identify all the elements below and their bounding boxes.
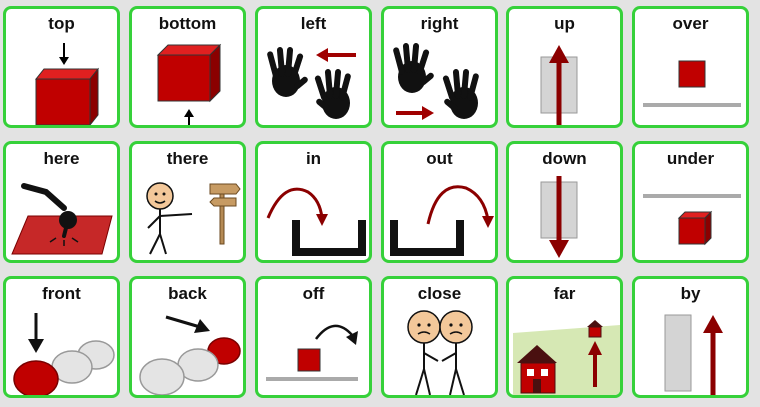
card-label: left [300,14,327,33]
card-down[interactable]: down [506,141,623,263]
hands-arrow-right-icon [393,43,479,120]
card-label: out [426,149,453,168]
square-over-line-icon [643,60,741,107]
card-label: under [666,149,715,168]
card-label: over [672,14,709,33]
cube-arrow-top-icon [34,43,100,125]
arrow-out-of-container-icon [390,185,494,256]
arrow-up-icon [540,45,578,125]
arrow-down-icon [540,176,578,258]
card-label: front [42,284,81,303]
card-back[interactable]: back [129,276,246,398]
card-far[interactable]: far [506,276,623,398]
house-far-icon [513,320,620,395]
card-label: down [542,149,587,168]
card-label: up [554,14,575,33]
square-off-line-icon [266,324,358,381]
card-label: close [417,284,462,303]
card-by[interactable]: by [632,276,749,398]
arrow-by-bar-icon [664,314,723,395]
card-label: there [166,149,209,168]
circles-front-icon [13,313,115,395]
card-bottom[interactable]: bottom [129,6,246,128]
card-left[interactable]: left [255,6,372,128]
card-in[interactable]: in [255,141,372,263]
cube-under-line-icon [643,194,741,246]
card-there[interactable]: there [129,141,246,263]
card-close[interactable]: close [381,276,498,398]
card-label: right [420,14,459,33]
arrow-into-container-icon [266,187,366,256]
hands-arrow-left-icon [267,47,356,119]
card-label: top [48,14,75,33]
card-label: back [168,284,207,303]
two-people-close-icon [407,310,473,395]
card-label: in [305,149,322,168]
card-over[interactable]: over [632,6,749,128]
circles-back-icon [139,315,241,395]
card-label: by [680,284,701,303]
card-label: here [43,149,80,168]
card-label: far [553,284,576,303]
card-right[interactable]: right [381,6,498,128]
card-label: bottom [158,14,217,33]
pointing-here-icon [11,183,113,255]
card-up[interactable]: up [506,6,623,128]
person-pointing-signpost-icon [146,182,241,255]
card-top[interactable]: top [3,6,120,128]
card-off[interactable]: off [255,276,372,398]
cube-arrow-bottom-icon [156,43,222,125]
card-label: off [302,284,325,303]
card-under[interactable]: under [632,141,749,263]
card-out[interactable]: out [381,141,498,263]
card-here[interactable]: here [3,141,120,263]
card-front[interactable]: front [3,276,120,398]
